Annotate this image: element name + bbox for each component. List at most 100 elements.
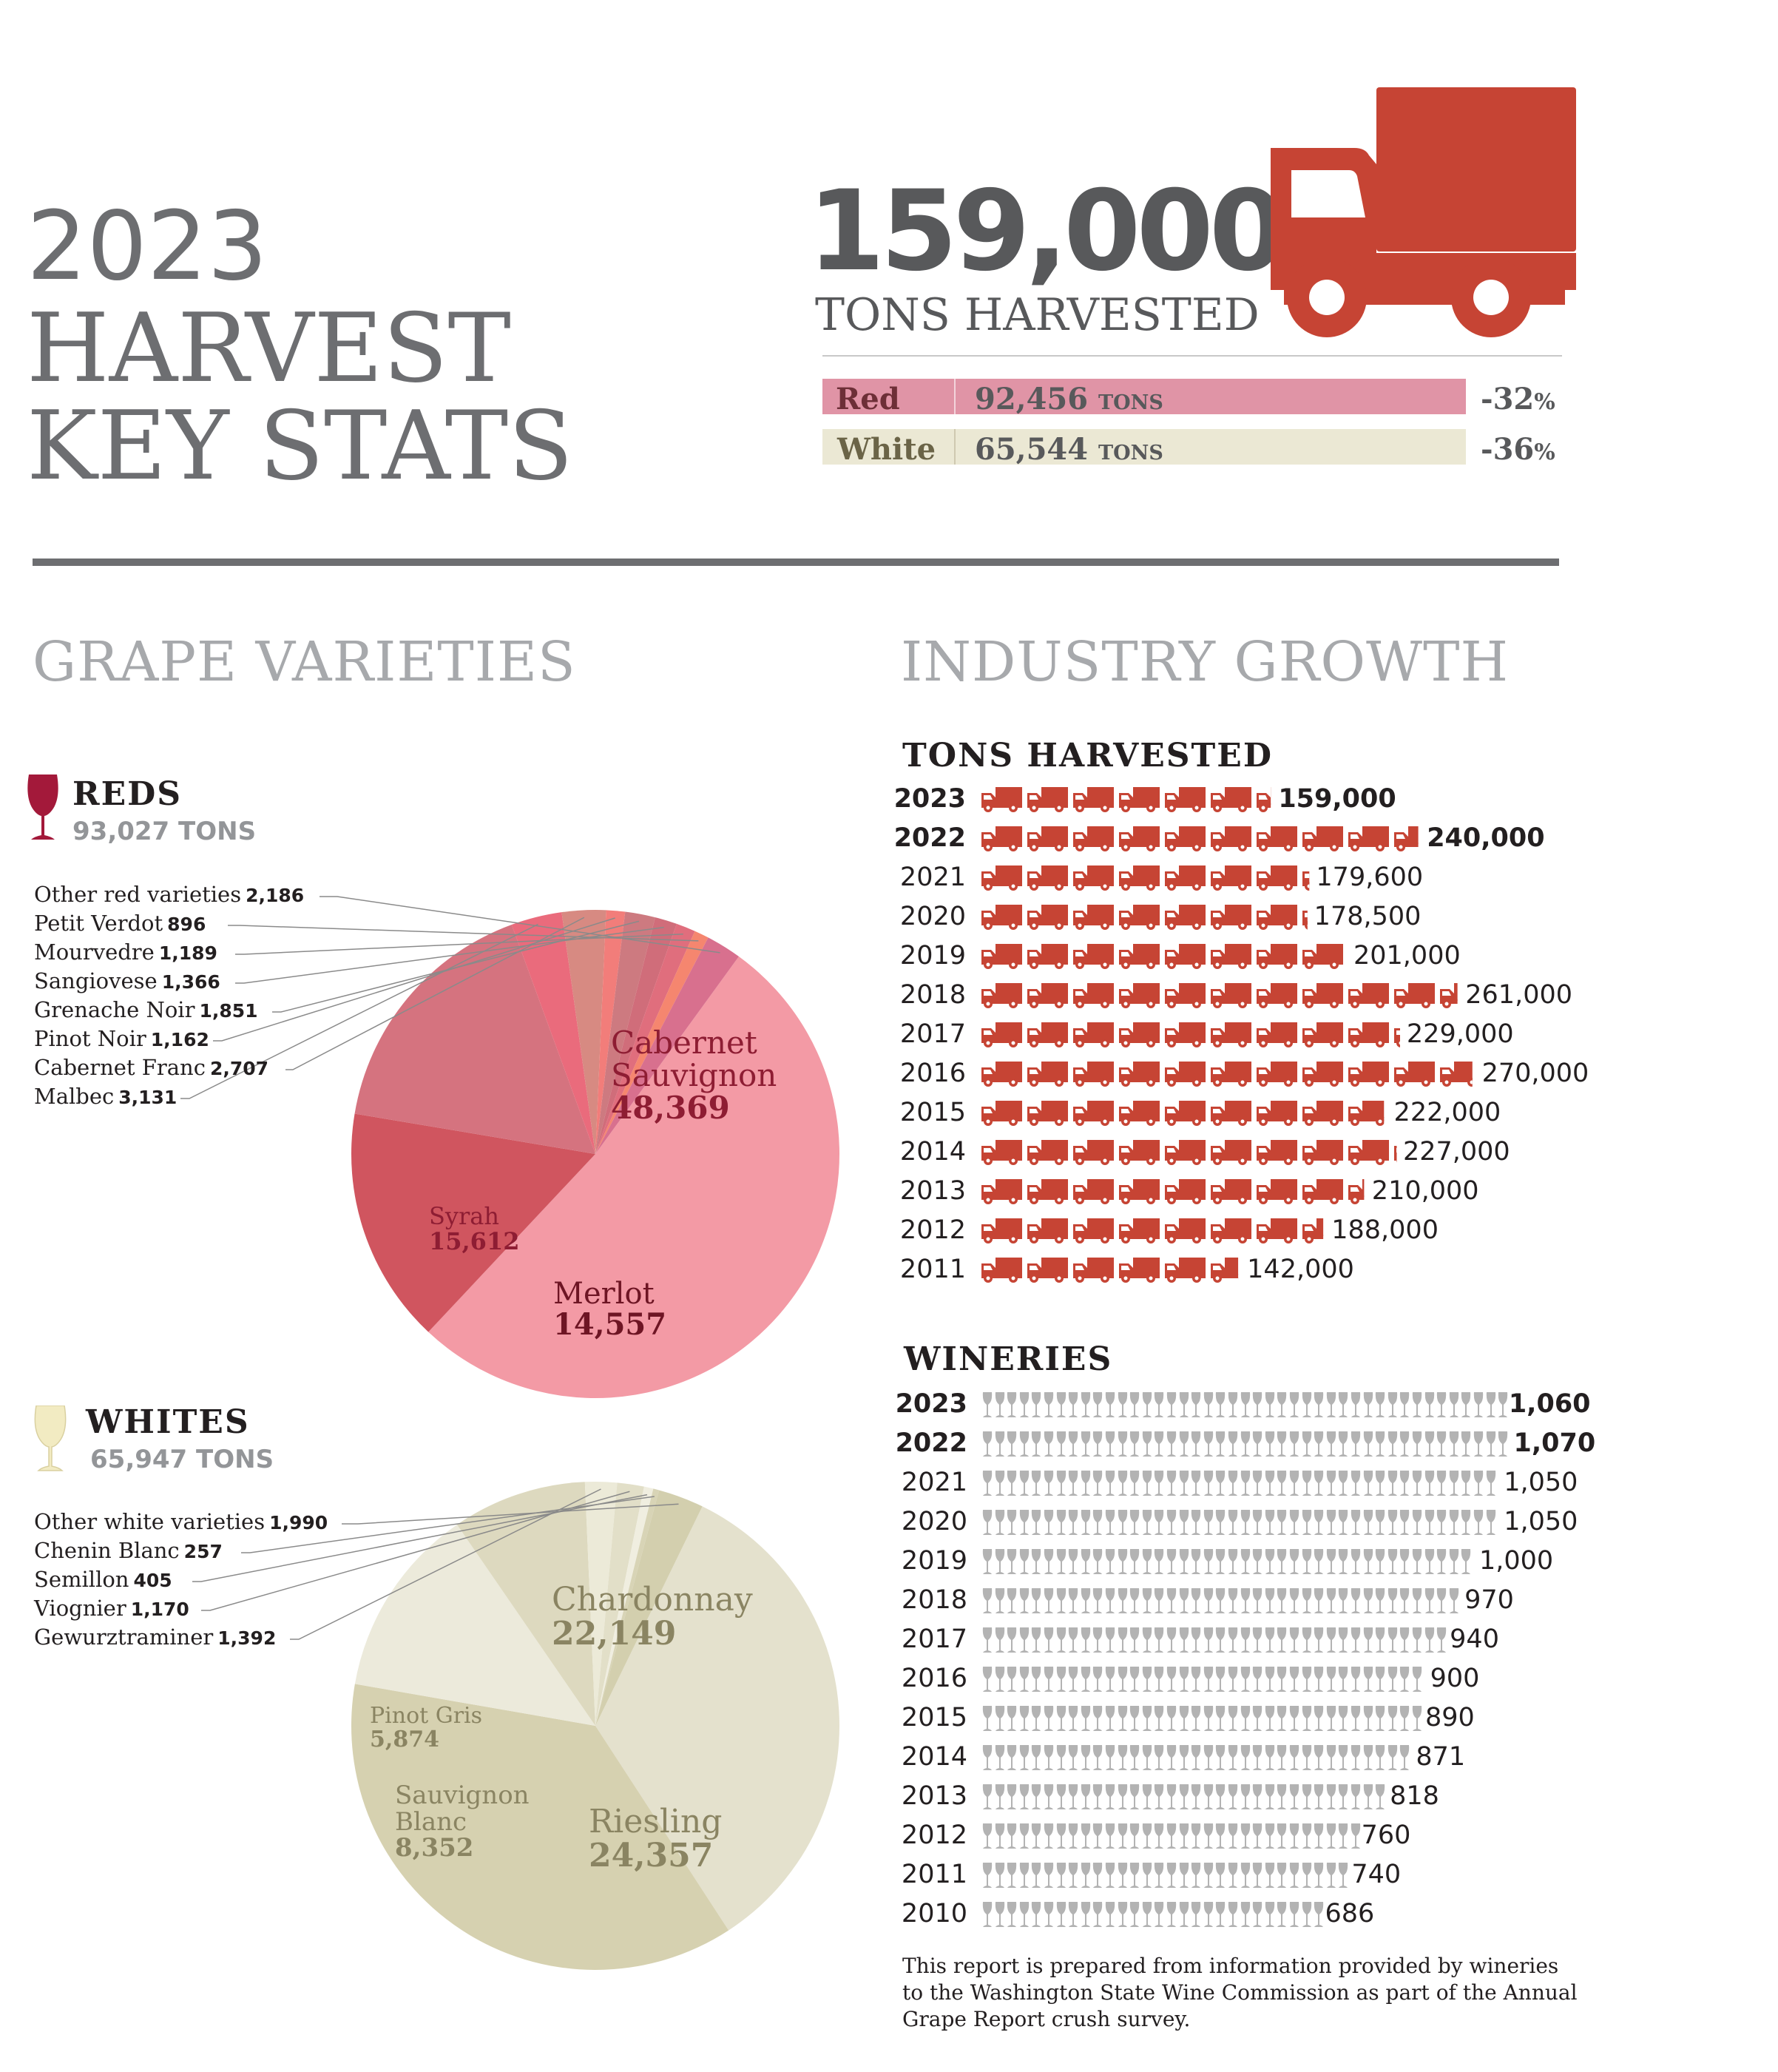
summary-row-red: Red 92,456 TONS -32% [822, 379, 1562, 416]
wine-glass-icon [1019, 1667, 1029, 1692]
summary-change-white-pct: % [1534, 439, 1555, 465]
wine-glass-icon [1007, 1627, 1017, 1653]
slice-label-name: Chardonnay [552, 1581, 753, 1619]
wine-glass-icon [1265, 1823, 1274, 1849]
wine-glass-icon [1155, 1823, 1164, 1849]
wine-glass-icon [1069, 1392, 1078, 1417]
summary-bar-red [822, 379, 1466, 414]
wine-glass-icon [1228, 1627, 1238, 1653]
pie-slice-malbec [511, 912, 595, 1154]
truck-icon [981, 826, 1022, 851]
wine-glass-icon [1400, 1745, 1410, 1770]
grape-varieties-title: GRAPE VARIETIES [33, 630, 576, 694]
callout-semillon: Semillon 405 [34, 1567, 172, 1592]
pie-slice-semillon [595, 1486, 654, 1726]
truck-icon [1119, 1140, 1160, 1165]
wine-glass-icon [1376, 1588, 1385, 1613]
pie-slice-chenin-blanc [595, 1488, 660, 1726]
wine-glass-icon [1019, 1471, 1029, 1496]
wine-glass-icon [1007, 1784, 1017, 1809]
wine-glass-icon [1289, 1706, 1299, 1731]
wine-glass-icon [1449, 1510, 1458, 1535]
year-label: 2011 [901, 1860, 967, 1889]
wine-glass-icon [1155, 1784, 1164, 1809]
wine-glass-icon [982, 1627, 993, 1653]
wine-glass-icon [1265, 1667, 1274, 1692]
wine-glass-icon [1277, 1706, 1287, 1731]
callout-name: Other red varieties [34, 882, 242, 907]
slice-label-value: 8,352 [395, 1833, 474, 1863]
wine-glass-icon [1437, 1627, 1447, 1653]
wine-glass-icon [1400, 1627, 1410, 1653]
wine-glass-icon [1351, 1471, 1361, 1496]
wine-glass-icon [1019, 1392, 1029, 1417]
truck-icon [1165, 1062, 1206, 1087]
wine-glass-icon [995, 1902, 1004, 1927]
wine-glass-icon [1412, 1431, 1422, 1457]
wine-glass-icon [995, 1823, 1004, 1849]
wine-glass-icon [1118, 1706, 1127, 1731]
truck-icon [1165, 787, 1206, 812]
wine-glass-icon [1387, 1392, 1397, 1417]
truck-icon [1302, 1022, 1343, 1047]
wine-glass-icon [1228, 1902, 1238, 1927]
wine-glass-icon [1424, 1392, 1434, 1417]
wine-glass-icon [1314, 1392, 1324, 1417]
truck-icon [1073, 983, 1114, 1008]
wine-glass-icon [1240, 1549, 1250, 1574]
wine-glass-icon [1044, 1667, 1054, 1692]
wine-glass-icon [1105, 1784, 1115, 1809]
wine-glass-icon [1326, 1667, 1336, 1692]
wine-glass-icon [1253, 1745, 1262, 1770]
wine-glass-icon [1007, 1549, 1017, 1574]
wine-glass-icon [1081, 1627, 1090, 1653]
wine-glass-icon [1166, 1667, 1177, 1692]
wine-glass-icon [1081, 1431, 1090, 1457]
white-wine-glass-icon [34, 1405, 67, 1471]
wine-glass-icon [1105, 1627, 1115, 1653]
callout-value: 2,186 [246, 885, 305, 906]
wine-glass-icon [1203, 1823, 1213, 1849]
wine-glass-icon [1277, 1745, 1287, 1770]
wine-glass-icon [1289, 1627, 1299, 1653]
value-label: 760 [1361, 1820, 1411, 1850]
wine-glass-icon [1339, 1627, 1348, 1653]
wine-glass-icon [1203, 1745, 1213, 1770]
value-label: 240,000 [1427, 823, 1545, 853]
wine-glass-icon [1314, 1863, 1324, 1888]
wine-glass-icon [1118, 1667, 1127, 1692]
pie-slice-sauvignon-blanc [354, 1525, 595, 1726]
wine-glass-icon [1412, 1510, 1422, 1535]
wine-glass-icon [1081, 1863, 1090, 1888]
truck-icon [981, 1101, 1022, 1126]
value-label: 940 [1450, 1624, 1499, 1654]
wine-glass-icon [1400, 1431, 1410, 1457]
truck-icon [1211, 944, 1251, 969]
wine-glass-icon [1007, 1667, 1017, 1692]
total-tons-value: 159,000 [808, 167, 1286, 296]
truck-icon [1211, 826, 1251, 851]
slice-label-syrah: Syrah 15,612 [429, 1204, 519, 1254]
wine-glass-icon [1289, 1863, 1299, 1888]
slice-label-chardonnay: Chardonnay 22,149 [552, 1581, 753, 1651]
wine-glass-icon [1142, 1588, 1152, 1613]
truck-icon [1211, 1218, 1251, 1243]
wine-glass-icon [1240, 1823, 1250, 1849]
wine-glass-icon [1314, 1706, 1324, 1731]
wine-glass-icon [1277, 1863, 1287, 1888]
wine-glass-icon [1032, 1471, 1041, 1496]
truck-icon [1027, 1218, 1068, 1243]
wine-glass-icon [1326, 1392, 1336, 1417]
summary-value-red-number: 92,456 [975, 382, 1089, 416]
wine-glass-icon [1240, 1627, 1250, 1653]
year-label: 2022 [895, 1428, 967, 1458]
wine-glass-icon [1240, 1431, 1250, 1457]
wine-glass-icon [1191, 1706, 1201, 1731]
summary-label-white: White [837, 432, 936, 467]
wine-glass-icon [1130, 1627, 1140, 1653]
wine-glass-icon [1093, 1902, 1103, 1927]
truck-icon [1211, 1258, 1239, 1283]
wine-glass-icon [1056, 1902, 1066, 1927]
wine-glass-icon [1216, 1667, 1226, 1692]
wine-glass-icon [1400, 1588, 1410, 1613]
